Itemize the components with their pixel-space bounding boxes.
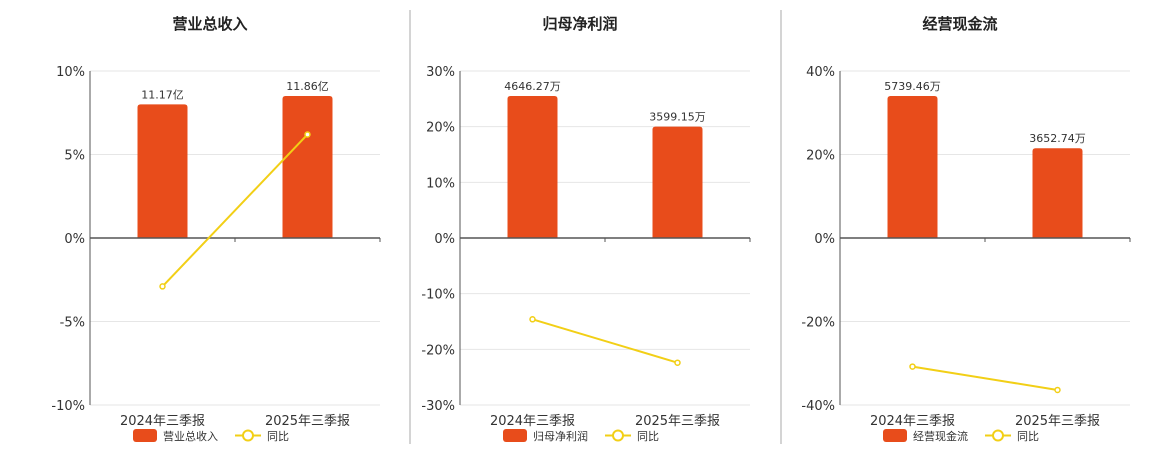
legend-line-label: 同比 [637, 430, 659, 443]
y-tick-label: 0% [64, 232, 85, 247]
legend-bar-swatch [883, 429, 907, 442]
chart-title: 经营现金流 [922, 15, 997, 33]
bar-data-label: 5739.46万 [884, 80, 941, 93]
yoy-point [529, 316, 536, 323]
bar-data-label: 3652.74万 [1029, 132, 1086, 145]
x-category-label: 2024年三季报 [490, 414, 575, 429]
chart-title: 营业总收入 [172, 15, 247, 33]
y-tick-label: 10% [56, 65, 85, 80]
y-tick-label: 40% [806, 65, 835, 80]
yoy-line [912, 365, 1058, 391]
yoy-line [532, 318, 678, 364]
legend-bar-label: 经营现金流 [913, 429, 968, 443]
yoy-point [1054, 386, 1061, 394]
bar-data-label: 11.86亿 [286, 80, 329, 93]
x-category-label: 2025年三季报 [1015, 414, 1100, 429]
y-tick-label: 20% [426, 121, 455, 136]
bar [652, 126, 703, 238]
y-tick-label: -5% [60, 316, 85, 331]
chart-legend: 经营现金流 同比 [883, 429, 1039, 443]
y-tick-label: 0% [814, 232, 835, 247]
legend-bar-swatch [133, 429, 157, 442]
chart-panel-3: 经营现金流 40% 20% 0% -20% -40% 5739.46万 3652.74万 202… [801, 15, 1131, 443]
y-tick-label: -20% [421, 343, 455, 358]
yoy-point [159, 283, 166, 290]
y-tick-label: -20% [801, 316, 835, 331]
y-tick-label: -10% [421, 288, 455, 303]
y-tick-label: 0% [434, 232, 455, 247]
y-tick-label: 30% [426, 65, 455, 80]
legend-bar-label: 营业总收入 [163, 429, 218, 443]
y-tick-label: -30% [421, 399, 455, 414]
yoy-line [161, 133, 309, 288]
legend-line-label: 同比 [1017, 430, 1039, 443]
bar-data-label: 11.17亿 [141, 88, 184, 101]
chart-legend: 营业总收入 同比 [133, 429, 289, 443]
x-category-label: 2025年三季报 [265, 414, 350, 429]
y-tick-label: 5% [64, 149, 85, 164]
chart-panel-1: 营业总收入 10% 5% 0% -5% -10% 11.17亿 11.86亿 2024年三季报 2… [51, 15, 381, 443]
yoy-point [304, 131, 311, 138]
bar [887, 96, 938, 238]
y-tick-label: -10% [51, 399, 85, 414]
chart-legend: 归母净利润 同比 [503, 429, 659, 443]
chart-panel-2: 归母净利润 30% 20% 10% 0% -10% -20% -30% 4646.27万 3599… [421, 15, 751, 443]
y-tick-label: 10% [426, 176, 455, 191]
x-category-label: 2024年三季报 [870, 414, 955, 429]
chart-title: 归母净利润 [542, 15, 617, 33]
bar-data-label: 4646.27万 [504, 80, 561, 93]
bar [137, 104, 188, 239]
y-tick-label: 20% [806, 149, 835, 164]
y-tick-label: -40% [801, 399, 835, 414]
legend-line-marker [242, 429, 254, 442]
yoy-point [909, 363, 916, 370]
legend-line-label: 同比 [267, 430, 289, 443]
legend-line-marker [612, 429, 624, 442]
bar [282, 96, 333, 238]
x-category-label: 2024年三季报 [120, 414, 205, 429]
yoy-point [674, 359, 681, 366]
legend-bar-label: 归母净利润 [533, 429, 588, 443]
legend-bar-swatch [503, 429, 527, 442]
bar [507, 96, 558, 238]
bar [1032, 148, 1083, 238]
legend-line-marker [992, 429, 1004, 442]
bar-data-label: 3599.15万 [649, 111, 706, 124]
x-category-label: 2025年三季报 [635, 414, 720, 429]
